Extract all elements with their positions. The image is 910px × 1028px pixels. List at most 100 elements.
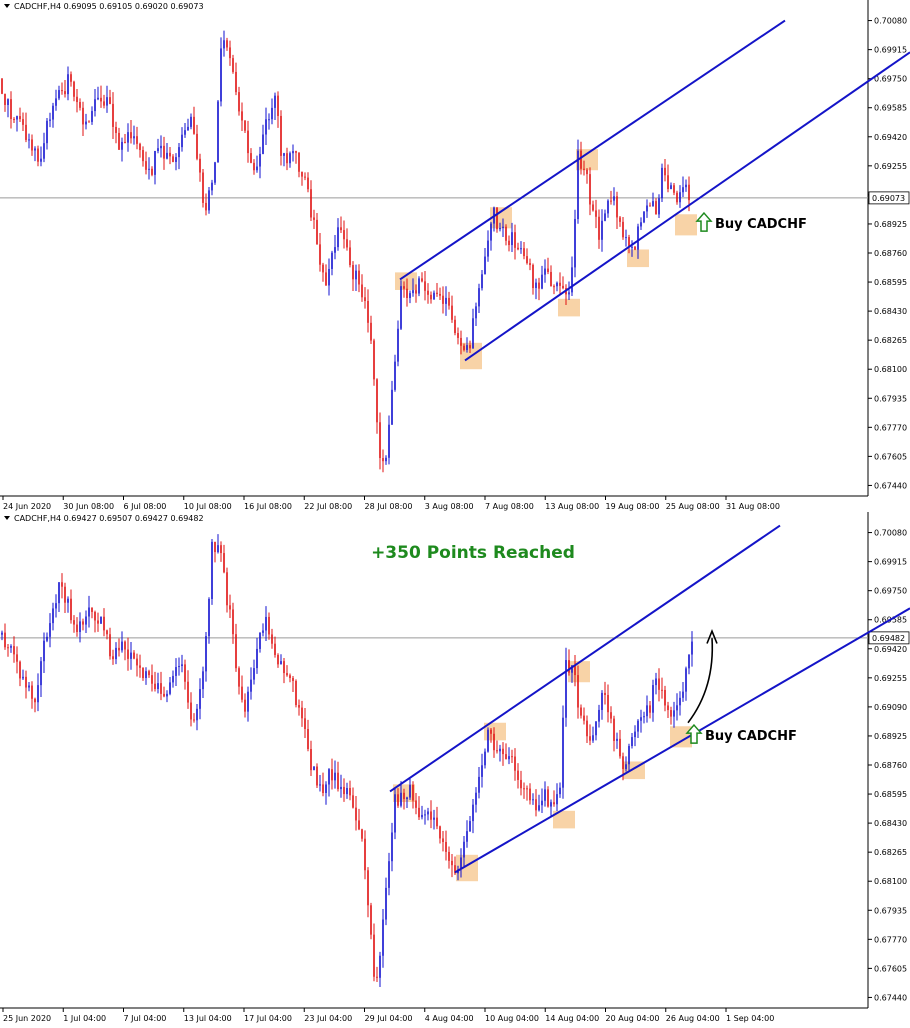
price-tick-label: 0.68760 — [874, 761, 907, 770]
candle-body — [577, 675, 579, 708]
price-tick-label: 0.68265 — [874, 848, 907, 857]
lower-channel-line — [454, 607, 910, 874]
candle-body — [490, 223, 492, 241]
candle-body — [403, 286, 405, 289]
candle-body — [49, 623, 51, 637]
candle-body — [64, 586, 66, 603]
candle-body — [391, 389, 393, 425]
candle-body — [238, 668, 240, 687]
candle-body — [82, 107, 84, 125]
candle-body — [397, 794, 399, 806]
candle-body — [556, 282, 558, 287]
candle-body — [403, 792, 405, 800]
candle-body — [343, 230, 345, 240]
candle-body — [454, 319, 456, 334]
candle-body — [613, 718, 615, 741]
candle-body — [145, 671, 147, 679]
time-tick-label: 25 Jun 2020 — [3, 1014, 51, 1023]
candle-body — [334, 772, 336, 781]
candle-body — [349, 247, 351, 266]
candle-body — [226, 572, 228, 606]
candle-body — [406, 288, 408, 299]
candle-body — [589, 736, 591, 741]
candle-body — [70, 74, 72, 82]
candle-body — [418, 278, 420, 294]
candle-body — [451, 860, 453, 866]
candle-body — [508, 756, 510, 760]
candle-body — [256, 166, 258, 171]
candle-body — [679, 697, 681, 706]
candle-body — [136, 658, 138, 666]
candle-body — [484, 751, 486, 766]
candle-body — [439, 826, 441, 839]
candle-body — [247, 691, 249, 712]
time-tick-label: 17 Jul 04:00 — [244, 1014, 292, 1023]
candle-body — [298, 705, 300, 708]
candle-body — [667, 175, 669, 190]
support-resistance-zone — [484, 722, 506, 741]
candle-body — [559, 282, 561, 286]
candle-body — [253, 162, 255, 171]
candle-body — [124, 641, 126, 650]
candle-body — [151, 675, 153, 684]
candle-body — [280, 115, 282, 156]
candle-body — [277, 95, 279, 116]
candle-body — [97, 97, 99, 100]
candle-body — [214, 541, 216, 553]
candle-body — [424, 281, 426, 291]
candle-body — [331, 252, 333, 269]
candle-body — [316, 219, 318, 245]
candle-body — [115, 126, 117, 133]
candle-body — [430, 811, 432, 820]
candle-body — [511, 756, 513, 758]
lower-channel-line — [464, 51, 910, 362]
time-tick-label: 6 Jul 08:00 — [124, 502, 167, 511]
candle-body — [31, 139, 33, 151]
candle-body — [208, 598, 210, 637]
price-tick-label: 0.69585 — [874, 104, 907, 113]
candle-body — [562, 717, 564, 788]
candle-body — [370, 322, 372, 341]
candle-body — [508, 240, 510, 246]
candle-body — [166, 693, 168, 697]
candle-body — [130, 652, 132, 659]
candle-body — [535, 282, 537, 289]
candle-body — [478, 288, 480, 307]
candle-body — [256, 648, 258, 669]
candle-body — [466, 345, 468, 351]
candle-body — [292, 151, 294, 154]
price-tick-label: 0.67770 — [874, 935, 907, 944]
candle-body — [16, 654, 18, 662]
candle-body — [196, 133, 198, 159]
candle-body — [655, 201, 657, 215]
candle-body — [496, 750, 498, 752]
candle-body — [430, 294, 432, 300]
candle-body — [544, 268, 546, 275]
price-tick-label: 0.70080 — [874, 17, 907, 26]
candle-body — [502, 226, 504, 228]
candle-body — [10, 646, 12, 648]
candle-body — [235, 71, 237, 93]
candle-body — [67, 598, 69, 603]
time-tick-label: 24 Jun 2020 — [3, 502, 51, 511]
candle-body — [172, 156, 174, 162]
candle-body — [301, 707, 303, 719]
candle-body — [325, 784, 327, 794]
upper-channel-line — [399, 19, 786, 281]
price-tick-label: 0.69255 — [874, 674, 907, 683]
candle-body — [460, 337, 462, 346]
candle-body — [241, 686, 243, 700]
candle-body — [448, 851, 450, 861]
candle-body — [376, 976, 378, 978]
candle-body — [100, 97, 102, 102]
candle-body — [487, 240, 489, 257]
time-tick-label: 1 Jul 04:00 — [63, 1014, 106, 1023]
candle-body — [163, 145, 165, 159]
candle-body — [121, 141, 123, 150]
candle-body — [625, 764, 627, 770]
candle-body — [127, 649, 129, 659]
candle-body — [1, 78, 3, 94]
candle-body — [367, 870, 369, 906]
candle-body — [496, 207, 498, 230]
candle-body — [184, 664, 186, 682]
